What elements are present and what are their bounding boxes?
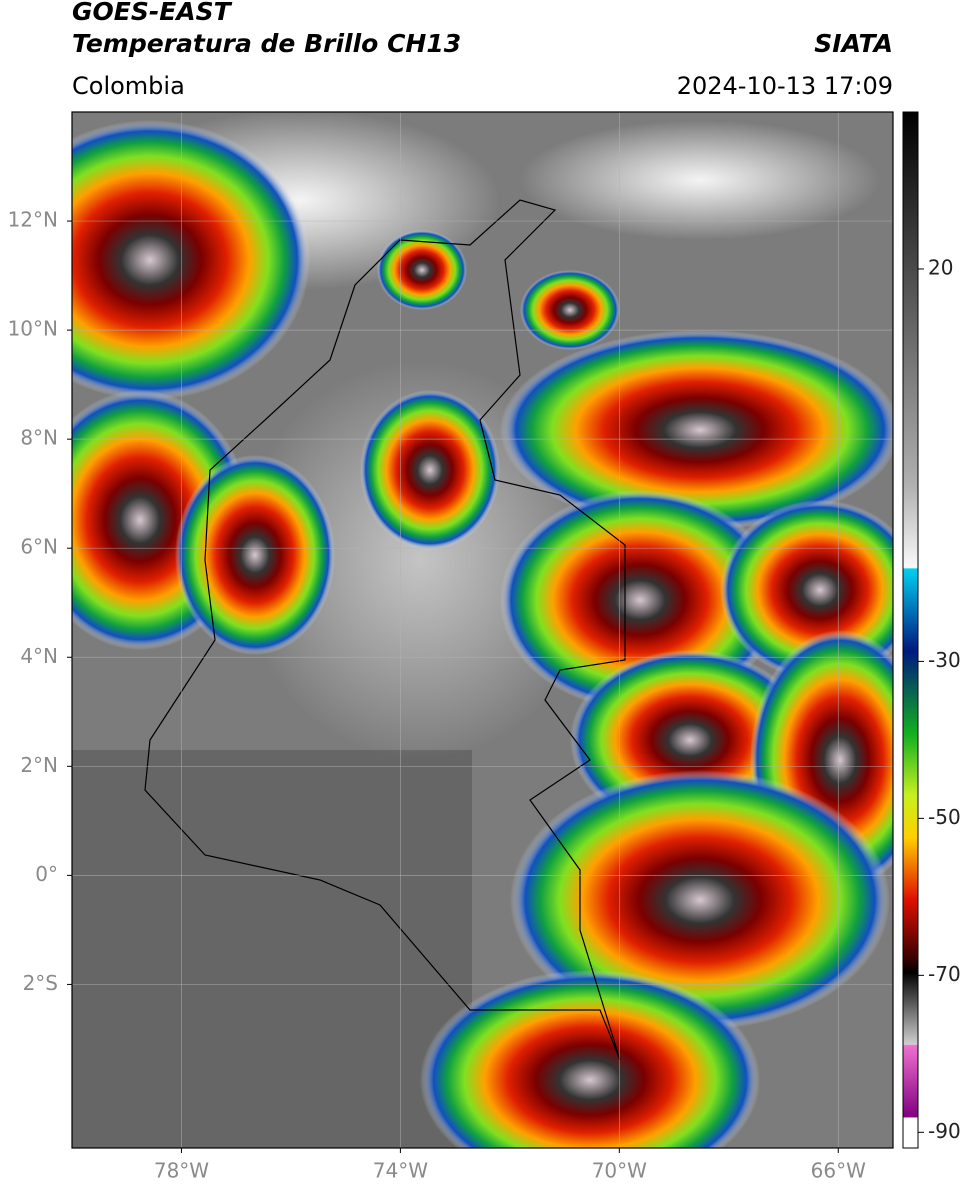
agency: SIATA: [814, 29, 893, 58]
product-title: Temperatura de Brillo CH13: [72, 29, 461, 58]
region: Colombia: [72, 72, 185, 100]
storm: [175, 455, 335, 655]
x-tick-label: 66°W: [811, 1159, 866, 1183]
colorbar-label: -90: [928, 1119, 961, 1143]
cloud: [520, 120, 880, 240]
y-tick-label: 12°N: [8, 208, 58, 232]
map-frame: [71, 111, 894, 1149]
y-tick-label: 2°N: [20, 753, 58, 777]
y-tick-label: 4°N: [20, 644, 58, 668]
y-tick-label: 2°S: [23, 971, 58, 995]
satellite-title: GOES-EAST: [72, 0, 233, 26]
storm: [420, 970, 760, 1148]
storm: [377, 230, 467, 310]
satellite-image: [72, 112, 893, 1148]
storm: [520, 270, 620, 350]
x-tick-label: 70°W: [592, 1159, 647, 1183]
storm: [360, 390, 500, 550]
y-tick-label: 8°N: [20, 426, 58, 450]
datetime: 2024-10-13 17:09: [677, 72, 893, 100]
storm: [510, 770, 890, 1030]
y-tick-label: 10°N: [8, 317, 58, 341]
colorbar-label: 20: [928, 255, 953, 279]
storm: [500, 330, 893, 530]
colorbar-label: -50: [928, 805, 961, 829]
y-tick-label: 6°N: [20, 535, 58, 559]
colorbar-label: -30: [928, 648, 961, 672]
dark-area: [72, 750, 472, 1148]
y-tick-label: 0°: [35, 862, 58, 886]
x-tick-label: 78°W: [154, 1159, 209, 1183]
storm: [72, 120, 310, 400]
colorbar: [902, 111, 919, 1149]
graticule: [72, 112, 893, 1148]
colorbar-label: -70: [928, 962, 961, 986]
country-border: [144, 199, 626, 1061]
x-tick-label: 74°W: [373, 1159, 428, 1183]
